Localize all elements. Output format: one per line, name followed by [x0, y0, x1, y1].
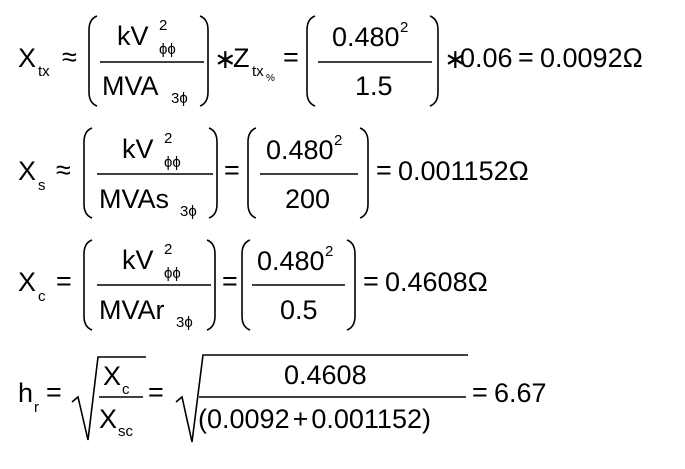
paren	[83, 127, 93, 219]
denominator: 1.5	[355, 71, 393, 101]
superscript: 2	[400, 19, 408, 36]
denominator: 200	[285, 184, 330, 214]
subscript: c	[122, 381, 130, 398]
result: 6.67	[494, 378, 547, 408]
superscript: 2	[164, 241, 172, 258]
equals: =	[363, 266, 379, 296]
numerator: 0.480	[266, 135, 334, 165]
paren	[306, 15, 316, 107]
numerator: 0.480	[332, 22, 400, 52]
superscript: 2	[164, 130, 172, 147]
denominator: MVA	[102, 71, 159, 101]
denominator: X	[99, 404, 117, 434]
operator: ∗	[444, 44, 467, 74]
paren	[247, 127, 257, 219]
symbol: X	[18, 43, 36, 73]
result-value: 0.001152	[398, 156, 509, 186]
subscript: s	[38, 177, 46, 194]
paren	[199, 15, 209, 107]
paren	[88, 15, 98, 107]
relation: ≈	[62, 42, 77, 72]
relation: =	[46, 377, 62, 407]
subscript: ϕϕ	[164, 265, 181, 282]
relation: =	[56, 266, 72, 296]
subscript: 3ϕ	[171, 90, 188, 107]
subscript: 3ϕ	[176, 314, 193, 331]
paren	[208, 127, 218, 219]
equation: X c = kV 2 ϕϕ MVAr 3ϕ = 0.480 2 0.5 = 0.…	[18, 239, 488, 331]
subscript: ϕϕ	[164, 154, 181, 171]
equals: =	[472, 377, 488, 407]
subscript: tx	[38, 63, 50, 80]
denominator: MVAr	[99, 295, 165, 325]
result-value: 0.4608	[385, 267, 468, 297]
symbol: X	[18, 267, 36, 297]
equals: =	[376, 155, 392, 185]
operator: +	[293, 404, 309, 434]
symbol: h	[18, 378, 33, 408]
denominator: MVAs	[99, 184, 169, 214]
term: 0.001152	[311, 404, 422, 434]
result: 0.0092Ω	[540, 43, 643, 73]
result-value: 0.0092	[540, 43, 623, 73]
numerator: X	[103, 361, 121, 391]
equals: =	[224, 155, 240, 185]
paren-text: (	[198, 404, 207, 434]
result: 0.4608Ω	[385, 267, 488, 297]
paren	[206, 239, 216, 331]
equals: =	[148, 377, 164, 407]
value: 0.06	[460, 43, 513, 73]
denominator: 0.5	[280, 295, 318, 325]
relation: ≈	[56, 155, 71, 185]
symbol: X	[18, 156, 36, 186]
paren	[346, 239, 356, 331]
subscript: tx	[252, 63, 264, 80]
paren-text: )	[422, 404, 431, 434]
numerator: kV	[122, 134, 154, 164]
unit: Ω	[468, 267, 488, 297]
equals: =	[283, 42, 299, 72]
numerator: 0.480	[257, 246, 325, 276]
denominator: (0.0092 +0.001152)	[198, 404, 431, 434]
superscript: 2	[325, 243, 333, 260]
equals: =	[518, 42, 534, 72]
numerator: kV	[117, 21, 149, 51]
operator: ∗	[214, 44, 237, 74]
subscript: sc	[118, 423, 134, 440]
superscript: 2	[334, 132, 342, 149]
symbol: Z	[233, 43, 250, 73]
numerator: kV	[122, 245, 154, 275]
paren	[83, 239, 93, 331]
unit: Ω	[623, 43, 643, 73]
equation: X s ≈ kV 2 ϕϕ MVAs 3ϕ = 0.480 2 200 = 0.…	[18, 127, 529, 220]
paren	[359, 127, 369, 219]
unit: Ω	[509, 156, 529, 186]
numerator: 0.4608	[284, 360, 367, 390]
radical	[71, 356, 146, 441]
paren	[429, 15, 439, 107]
subscript: ϕϕ	[159, 41, 176, 58]
superscript: 2	[159, 17, 167, 34]
result: 0.001152Ω	[398, 156, 529, 186]
equation: X tx ≈ kV 2 ϕϕ MVA 3ϕ ∗ Z tx % = 0.480 2…	[18, 15, 643, 107]
equals: =	[222, 266, 238, 296]
radical	[175, 354, 468, 443]
paren	[241, 239, 251, 331]
equation: h r = X c X sc = 0.4608 (0.0092 +0.001152…	[18, 354, 547, 443]
subscript: r	[34, 399, 39, 416]
term: 0.0092	[207, 404, 290, 434]
subscript: 3ϕ	[180, 203, 197, 220]
subscript: %	[266, 73, 275, 84]
subscript: c	[38, 288, 46, 305]
